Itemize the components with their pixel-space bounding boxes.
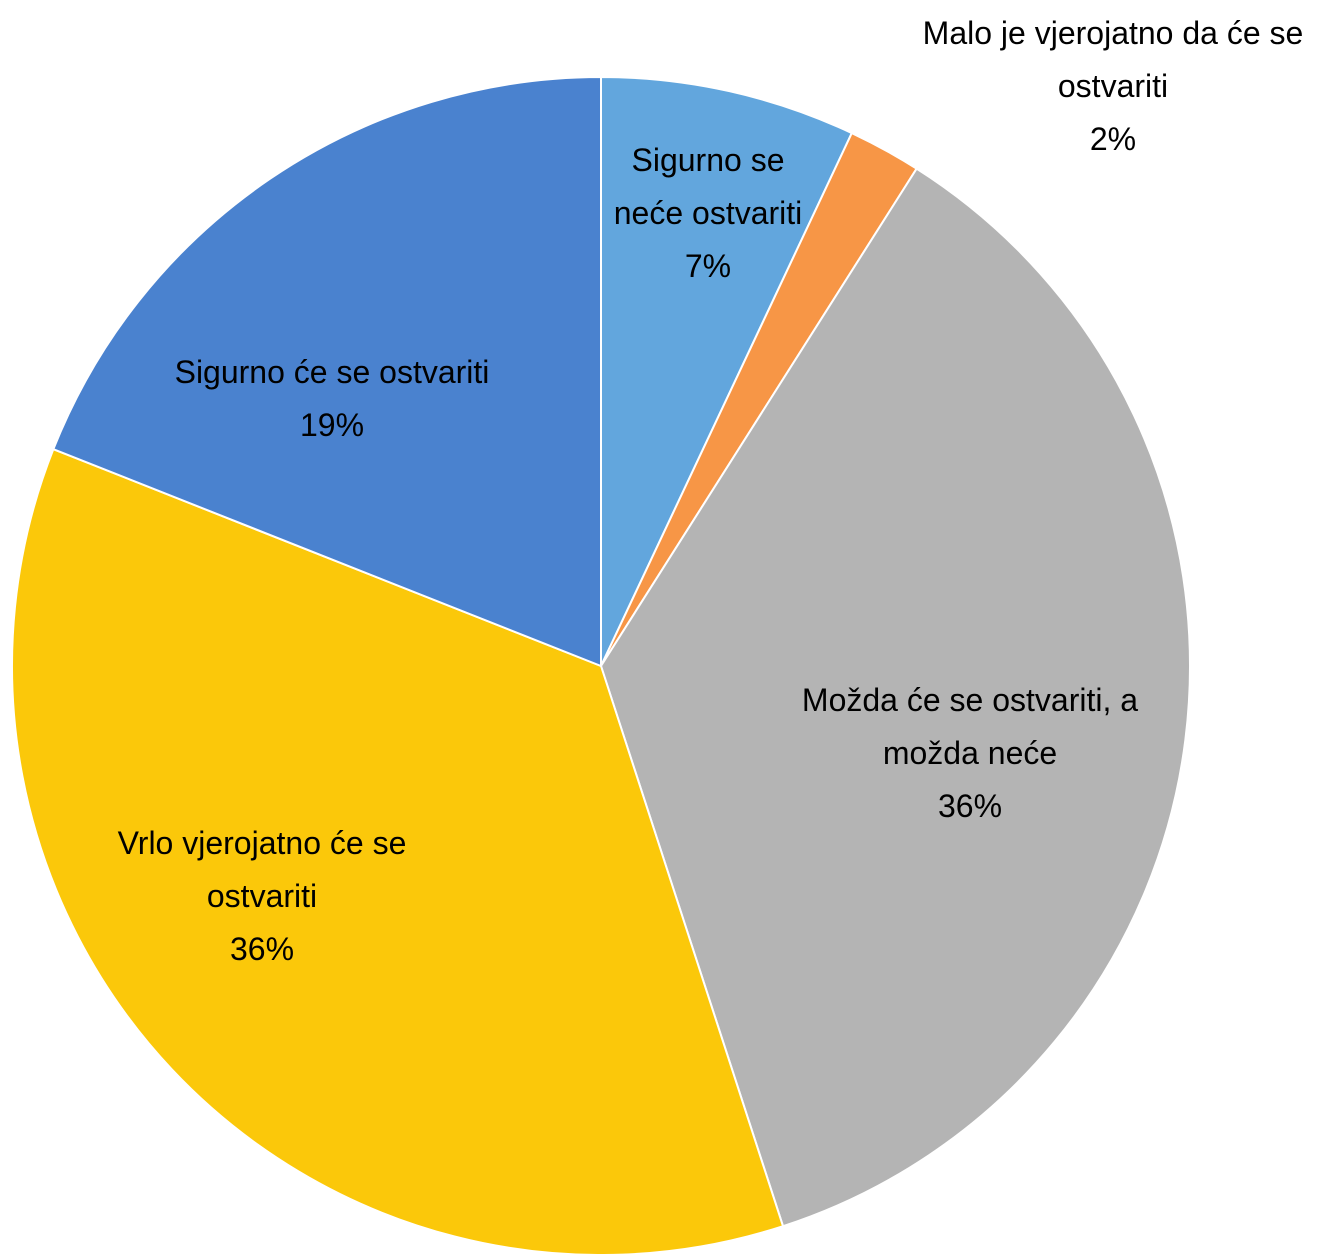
category-label: Sigurno će se ostvariti (174, 353, 490, 390)
slice-label: Malo je vjerojatno da će se ostvariti 2% (898, 7, 1328, 166)
pie-slice (52, 75, 602, 668)
slice-label: Sigurno se neće ostvariti 7% (608, 134, 808, 293)
pie-slice (600, 75, 854, 667)
slice-label: Vrlo vjerojatno će se ostvariti 36% (72, 817, 452, 976)
category-label: Sigurno se neće ostvariti (613, 141, 803, 231)
category-label: Malo je vjerojatno da će se ostvariti (922, 14, 1304, 104)
value-label: 36% (937, 787, 1003, 824)
value-label: 7% (684, 247, 732, 284)
category-label: Vrlo vjerojatno će se ostvariti (117, 824, 407, 914)
pie-slice (599, 167, 1191, 1228)
value-label: 19% (299, 406, 365, 443)
slice-label: Sigurno će se ostvariti 19% (122, 346, 542, 452)
value-label: 36% (229, 930, 295, 967)
value-label: 2% (1089, 120, 1137, 157)
pie-slice (11, 447, 785, 1254)
category-label: Možda će se ostvariti, a možda neće (801, 681, 1139, 771)
slice-label: Možda će se ostvariti, a možda neće 36% (755, 674, 1185, 833)
